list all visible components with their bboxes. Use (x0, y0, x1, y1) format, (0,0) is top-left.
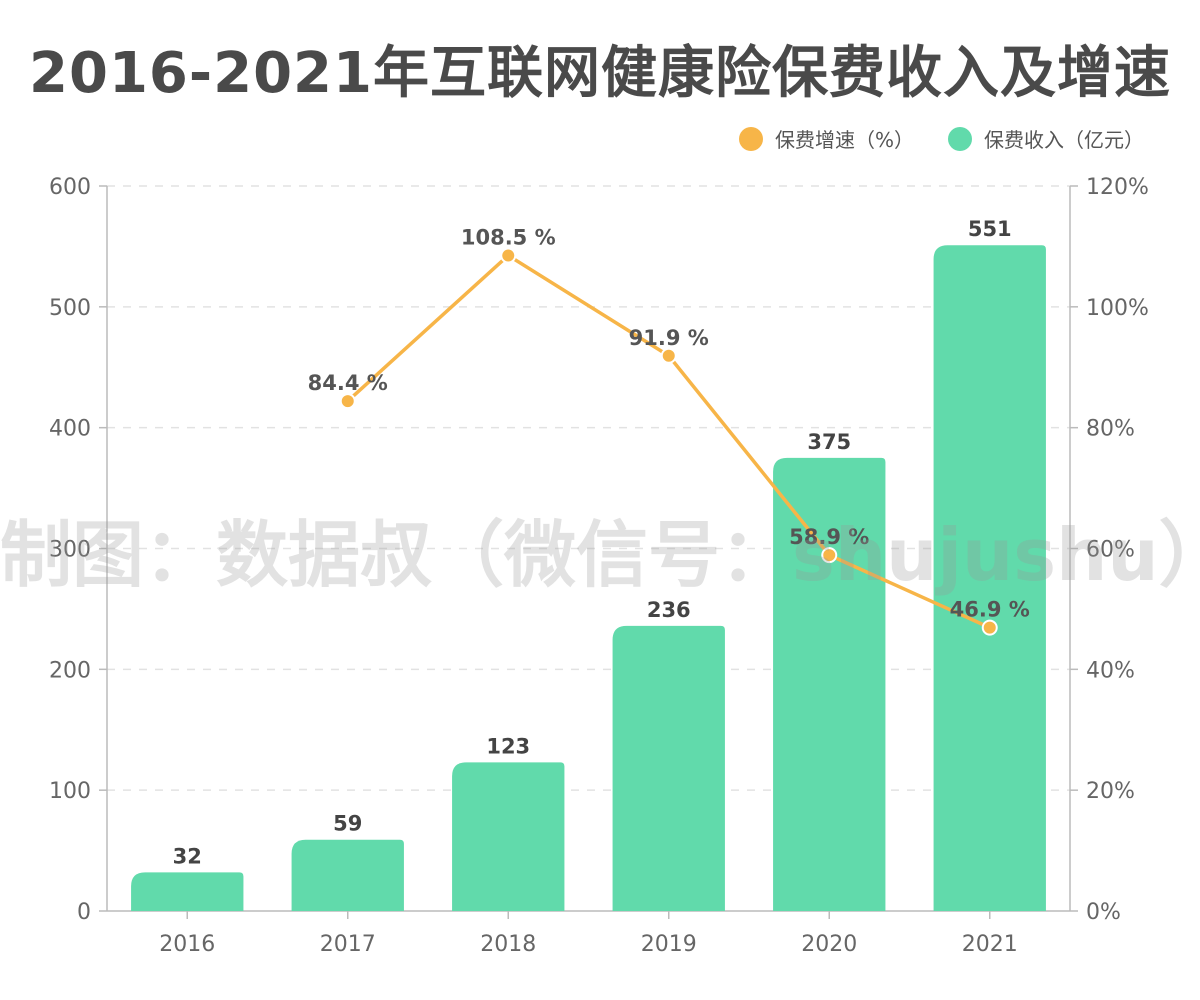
x-axis-tick-label: 2021 (962, 932, 1018, 957)
growth-point (500, 247, 517, 264)
right-axis-tick-label: 120% (1086, 175, 1149, 200)
legend-dot-revenue-icon (948, 126, 972, 151)
bar (291, 839, 404, 911)
growth-value-label: 58.9 % (789, 525, 869, 549)
left-axis-tick-label: 600 (49, 175, 91, 200)
bar-series (131, 245, 1046, 912)
growth-value-label: 46.9 % (950, 598, 1030, 622)
legend-item-growth[interactable]: 保费增速（%） (738, 124, 914, 153)
legend-label-growth: 保费增速（%） (774, 128, 914, 152)
bar-value-label: 551 (968, 217, 1012, 241)
bar (612, 625, 725, 911)
growth-value-label: 84.4 % (308, 371, 388, 395)
bar-value-label: 375 (807, 430, 851, 454)
legend-label-revenue: 保费收入（亿元） (984, 128, 1144, 152)
growth-line (346, 253, 991, 630)
bar-value-label: 59 (333, 812, 362, 836)
bar (452, 762, 565, 911)
right-axis-tick-label: 100% (1086, 296, 1149, 321)
x-axis-tick-label: 2018 (480, 932, 536, 957)
left-axis-tick-label: 500 (49, 296, 91, 321)
growth-value-label: 108.5 % (461, 225, 556, 249)
bar (933, 245, 1046, 912)
x-axis-tick-label: 2019 (641, 932, 697, 957)
legend-dot-growth-icon (738, 126, 763, 151)
growth-point (981, 619, 998, 636)
growth-point (660, 347, 677, 364)
growth-point (821, 547, 838, 564)
bar-value-label: 236 (647, 598, 691, 622)
legend: 保费增速（%） 保费收入（亿元） (705, 124, 1144, 153)
axes: 0 0% 100 20% 200 40% 300 60% 400 80% 500 100% 600 120… (49, 175, 1149, 957)
x-axis-tick-label: 2016 (159, 932, 215, 957)
chart-title: 2016-2021年互联网健康险保费收入及增速 (29, 41, 1171, 106)
x-axis-tick-label: 2020 (801, 932, 857, 957)
growth-point (339, 393, 356, 410)
left-axis-tick-label: 100 (49, 779, 91, 804)
data-labels: 32 59 123 236 375 551 84.4 % 108.5 % 91.9 % 58.9 … (173, 217, 1030, 868)
right-axis-tick-label: 0% (1086, 900, 1121, 925)
x-axis-tick-label: 2017 (320, 932, 376, 957)
right-axis-tick-label: 60% (1086, 538, 1135, 563)
bar-value-label: 32 (173, 844, 202, 868)
growth-value-label: 91.9 % (629, 326, 709, 350)
right-axis-tick-label: 40% (1086, 658, 1135, 683)
bar-value-label: 123 (486, 734, 530, 758)
right-axis-tick-label: 80% (1086, 417, 1135, 442)
bar (131, 872, 244, 911)
left-axis-tick-label: 400 (49, 417, 91, 442)
right-axis-tick-label: 20% (1086, 779, 1135, 804)
left-axis-tick-label: 300 (49, 538, 91, 563)
left-axis-tick-label: 200 (49, 658, 91, 683)
grid-lines (107, 185, 1070, 791)
line-series (339, 247, 998, 636)
bar (773, 457, 886, 911)
left-axis-tick-label: 0 (77, 900, 91, 925)
legend-item-revenue[interactable]: 保费收入（亿元） (948, 124, 1144, 153)
